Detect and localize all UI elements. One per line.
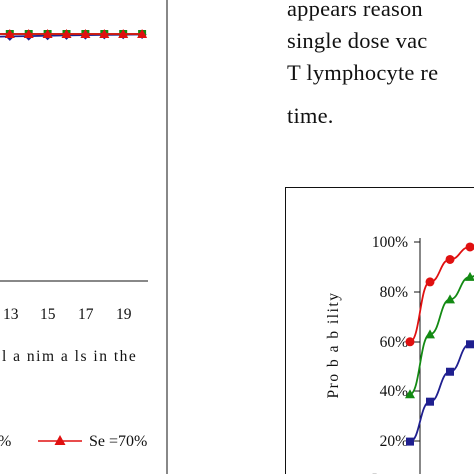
left-x-axis-label: l a nim a ls in the [2, 348, 137, 365]
left-legend-se70-label: Se =70% [89, 433, 147, 450]
right-y-tick-60: 60% [380, 334, 409, 351]
right-series-2-point-1 [426, 397, 434, 406]
right-series-1-point-1 [425, 329, 435, 339]
right-y-tick-40: 40% [380, 383, 409, 400]
right-series-1-point-0 [405, 389, 415, 399]
left-x-tick-19: 19 [116, 306, 132, 323]
right-series-2-point-0 [406, 437, 414, 446]
right-series-1-point-3 [465, 271, 474, 281]
paragraph-line-3: T lymphocyte re [287, 60, 439, 85]
left-series-1-point-7 [118, 29, 129, 38]
right-y-tick-80: 80% [380, 284, 409, 301]
right-series-0-point-2 [445, 254, 455, 264]
right-chart-cut-fragment: ‑ [372, 465, 377, 474]
right-y-tick-100: 100% [372, 234, 408, 251]
right-y-tick-20: 20% [380, 433, 409, 450]
right-series-0-point-1 [425, 277, 435, 287]
right-series-2-point-3 [466, 340, 474, 349]
legend-red-triangle-marker [54, 435, 66, 445]
left-chart-series-group [0, 29, 148, 41]
left-series-1-point-6 [99, 29, 110, 38]
left-series-1-point-2 [23, 29, 34, 38]
right-y-axis-title: Pro b a b ility [325, 292, 342, 399]
right-series-0-point-0 [405, 337, 415, 347]
right-series-2-point-2 [446, 367, 454, 376]
left-x-tick-17: 17 [78, 306, 94, 323]
right-chart-series-group [405, 242, 474, 446]
left-x-tick-13: 13 [3, 306, 19, 323]
left-series-1-point-5 [80, 29, 91, 38]
left-series-1-point-3 [42, 29, 53, 38]
right-series-1-point-2 [445, 294, 455, 304]
left-legend-cut-entry: % [0, 433, 11, 450]
right-chart-frame [285, 187, 474, 474]
left-series-1-point-4 [61, 29, 72, 38]
paragraph-line-4: time. [287, 103, 334, 128]
right-series-0-point-3 [465, 242, 474, 252]
paragraph-line-1: appears reason [287, 0, 423, 21]
left-series-1-point-1 [4, 29, 15, 38]
left-series-1-point-8 [137, 29, 148, 38]
left-x-tick-15: 15 [40, 306, 56, 323]
paragraph-line-2: single dose vac [287, 28, 428, 53]
